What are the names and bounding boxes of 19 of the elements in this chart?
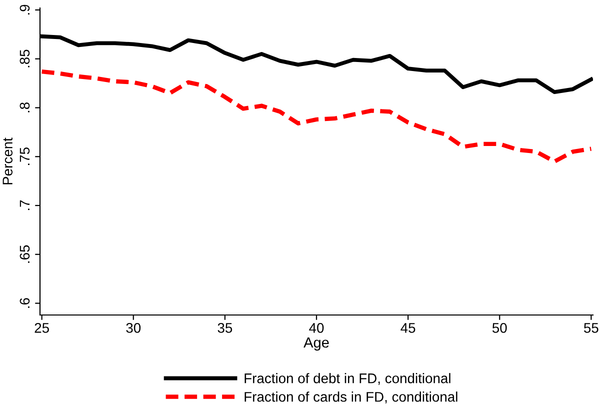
legend-label: Fraction of cards in FD, conditional — [244, 392, 458, 404]
y-tick-label: .85 — [20, 50, 30, 68]
x-tick-label: 35 — [218, 323, 232, 333]
line-series — [40, 69, 593, 164]
y-tick-label: .75 — [20, 148, 30, 165]
y-tick-label: .8 — [20, 102, 30, 112]
x-tick-label: 50 — [492, 323, 507, 333]
x-tick-label: 25 — [34, 323, 49, 333]
legend-label: Fraction of debt in FD, conditional — [244, 373, 450, 385]
x-axis-title: Age — [304, 338, 329, 351]
y-tick-label: .9 — [20, 4, 30, 14]
y-tick-label: .6 — [20, 298, 30, 308]
y-axis-title: Percent — [2, 138, 12, 184]
x-tick-label: 40 — [309, 323, 324, 333]
x-tick-label: 55 — [584, 323, 598, 333]
y-tick-label: .7 — [20, 200, 30, 210]
x-tick-label: 45 — [400, 323, 416, 333]
y-tick-label: .65 — [20, 245, 30, 263]
x-tick-label: 30 — [126, 323, 141, 333]
